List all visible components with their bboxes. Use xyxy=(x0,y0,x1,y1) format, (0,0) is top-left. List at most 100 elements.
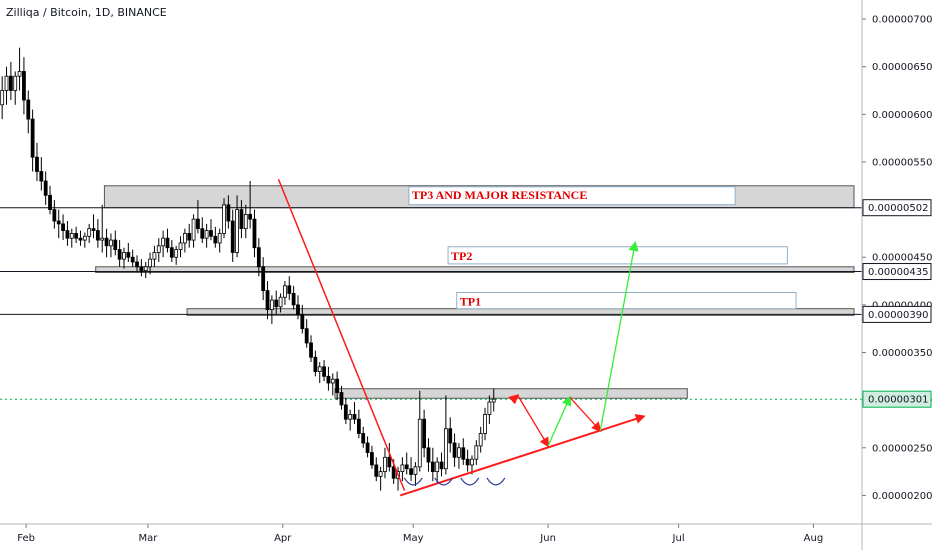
candle-body xyxy=(478,433,483,447)
candle-body xyxy=(35,156,39,172)
candle-body xyxy=(474,445,479,460)
candle-body xyxy=(243,213,248,230)
candle-body xyxy=(0,90,5,106)
price-tag xyxy=(862,199,932,217)
candle-body xyxy=(470,458,474,466)
candle-body xyxy=(387,456,392,468)
x-tick-label: Jul xyxy=(672,533,685,544)
candle-body xyxy=(204,230,209,239)
candle-body xyxy=(39,171,44,182)
candle-body xyxy=(209,230,213,237)
candle-body xyxy=(235,209,239,253)
projection-arrow xyxy=(547,395,572,447)
candle-body xyxy=(391,466,396,479)
price-tag-label: 0.00000301 xyxy=(868,395,928,406)
price-tag xyxy=(862,390,932,408)
candle-body xyxy=(317,366,322,372)
candle-body xyxy=(113,239,118,251)
price-axis: 0.000002000.000002500.000003000.00000350… xyxy=(861,0,932,550)
candle-body xyxy=(296,304,300,315)
y-tick-label: 0.00000650 xyxy=(872,62,932,73)
candle-body xyxy=(378,471,383,477)
candle-body xyxy=(95,230,100,241)
y-tick-label: 0.00000600 xyxy=(872,110,932,121)
x-tick-label: Feb xyxy=(17,533,35,544)
x-tick-label: Aug xyxy=(804,533,824,544)
candle-body xyxy=(222,204,226,234)
candle-body xyxy=(48,194,52,211)
candle-body xyxy=(443,428,448,470)
candle-body xyxy=(165,237,170,249)
time-axis: Feb Mar Apr May Jun Jul Aug xyxy=(0,523,932,544)
candle-body xyxy=(457,447,461,458)
candle-body xyxy=(82,235,87,241)
candle-body xyxy=(422,418,427,449)
candle-body xyxy=(148,258,152,268)
candle-body xyxy=(117,249,122,260)
candle-body xyxy=(122,252,126,260)
candle-body xyxy=(239,209,244,230)
candle-body xyxy=(356,418,361,434)
candle-body xyxy=(217,233,222,244)
candle-body xyxy=(448,428,453,444)
candle-body xyxy=(313,356,318,372)
candle-body xyxy=(200,228,205,239)
target-label: TP1 xyxy=(460,294,481,308)
candle-body xyxy=(26,99,31,120)
x-tick-label: Jun xyxy=(539,533,556,544)
candle-body xyxy=(269,299,274,311)
drawings-layer xyxy=(277,178,646,497)
candle-body xyxy=(430,461,435,472)
price-tag xyxy=(862,305,932,323)
projection-arrow xyxy=(569,396,602,433)
candle-body xyxy=(13,75,18,91)
candle-body xyxy=(383,456,387,472)
candle-body xyxy=(426,447,431,463)
y-tick-label: 0.00000400 xyxy=(872,300,932,311)
candle-body xyxy=(56,220,61,225)
target-box xyxy=(456,291,797,310)
x-tick-label: May xyxy=(403,533,424,544)
candle-body xyxy=(330,378,335,384)
candle-body xyxy=(135,261,139,268)
candle-body xyxy=(43,180,48,196)
y-tick-label: 0.00000450 xyxy=(872,253,932,264)
candle-body xyxy=(130,256,135,263)
zones-layer: TP3 AND MAJOR RESISTANCE TP2 TP1 xyxy=(95,185,855,399)
candle-body xyxy=(465,458,470,466)
candle-body xyxy=(87,228,92,237)
candle-body xyxy=(8,75,13,91)
candle-body xyxy=(483,414,487,434)
candle-body xyxy=(278,296,283,308)
candle-body xyxy=(65,230,70,239)
candle-body xyxy=(274,299,279,308)
resistance-zone xyxy=(334,388,688,399)
candle-body xyxy=(322,366,326,377)
bottom-arc xyxy=(460,477,480,486)
candle-body xyxy=(304,328,309,344)
candle-body xyxy=(252,218,257,249)
candle-body xyxy=(439,461,444,470)
candle-body xyxy=(339,392,344,406)
price-tag-label: 0.00000502 xyxy=(868,203,928,214)
candle-body xyxy=(152,252,157,260)
price-tag-label: 0.00000390 xyxy=(868,310,928,321)
target-box xyxy=(447,246,788,265)
candle-body xyxy=(182,233,187,244)
candle-body xyxy=(361,433,366,444)
candle-body xyxy=(17,71,22,77)
candle-body xyxy=(196,218,200,230)
candle-body xyxy=(143,266,148,271)
x-tick-label: Mar xyxy=(138,533,158,544)
candle-body xyxy=(178,242,183,251)
candle-body xyxy=(417,418,422,468)
candle-body xyxy=(78,237,83,241)
y-tick-label: 0.00000350 xyxy=(872,348,932,359)
candle-body xyxy=(161,237,166,247)
candle-body xyxy=(374,464,379,477)
candle-body xyxy=(169,247,174,258)
candle-body xyxy=(435,461,440,472)
candle-body xyxy=(52,209,57,222)
candle-body xyxy=(461,447,466,460)
